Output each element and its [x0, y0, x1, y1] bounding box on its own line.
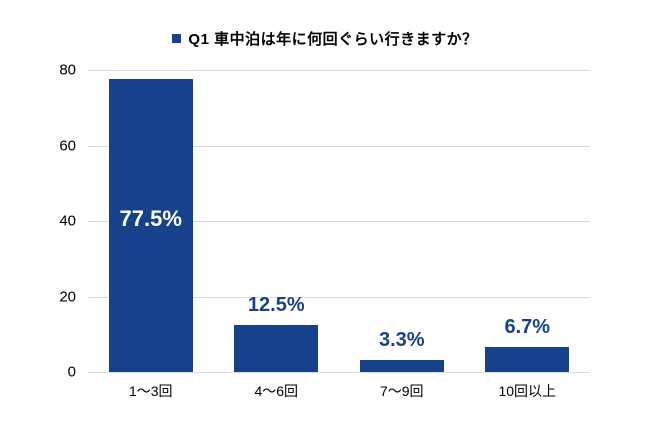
- y-tick-label: 20: [59, 288, 76, 305]
- x-tick-label: 10回以上: [498, 383, 557, 399]
- bar: [108, 79, 193, 372]
- bar-value-label: 12.5%: [247, 293, 305, 316]
- x-tick-label: 4〜6回: [254, 383, 299, 399]
- bar-column: 3.3% 7〜9回: [339, 70, 465, 399]
- gridline: [88, 70, 590, 71]
- bar-value-label: 6.7%: [504, 315, 551, 338]
- chart-header: Q1 車中泊は年に何回ぐらい行きますか？: [0, 28, 650, 49]
- gridline: [88, 372, 590, 373]
- plot-area: 0 20 40 60 80 77.5% 1〜3回 12.5% 4〜6回 3.3% 7〜9回 6.7%…: [59, 63, 591, 399]
- gridline: [88, 221, 590, 222]
- x-tick-label: 1〜3回: [128, 383, 173, 399]
- gridline: [88, 145, 590, 147]
- x-tick-label: 7〜9回: [379, 383, 424, 399]
- bar: [359, 359, 444, 372]
- legend-marker-icon: [172, 34, 182, 43]
- bar: [234, 324, 319, 372]
- y-tick-label: 80: [59, 61, 76, 79]
- gridline: [88, 296, 590, 298]
- y-tick-label: 40: [59, 212, 76, 230]
- bar: [485, 346, 570, 372]
- y-tick-label: 60: [59, 137, 76, 154]
- bar-column: 12.5% 4〜6回: [214, 70, 340, 399]
- y-tick-label: 0: [67, 363, 76, 381]
- bar-column: 6.7% 10回以上: [465, 70, 591, 399]
- bar-value-label: 3.3%: [378, 328, 425, 351]
- bar-column: 77.5% 1〜3回: [88, 70, 214, 399]
- bar-value-label: 77.5%: [119, 205, 182, 231]
- chart-title: Q1 車中泊は年に何回ぐらい行きますか？: [188, 31, 478, 48]
